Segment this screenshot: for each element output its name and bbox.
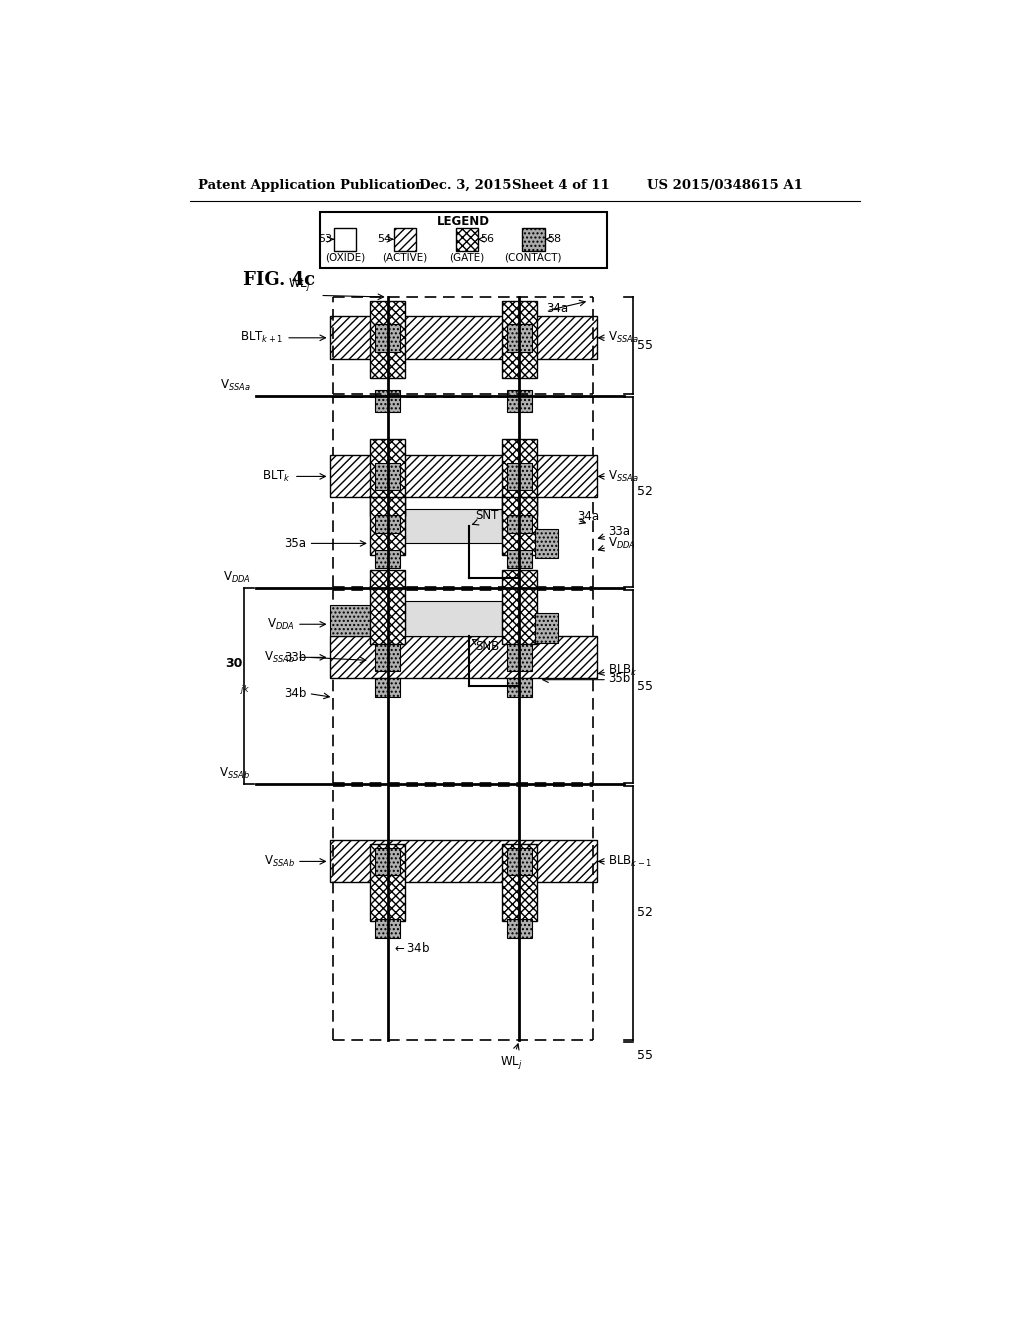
Bar	[375, 847, 400, 875]
Bar	[330, 605, 380, 636]
Bar	[507, 549, 531, 568]
Text: 34a: 34a	[547, 302, 568, 315]
Bar	[394, 228, 416, 251]
Text: $_{jk}$: $_{jk}$	[240, 682, 250, 697]
Text: 34a: 34a	[578, 510, 600, 523]
Text: FIG. 4c: FIG. 4c	[243, 271, 314, 289]
Text: 55: 55	[637, 1049, 653, 1063]
Bar	[406, 601, 502, 636]
Text: BLT$_{k+1}$: BLT$_{k+1}$	[240, 330, 283, 346]
Bar	[375, 515, 400, 533]
Bar	[375, 644, 400, 671]
Bar	[507, 391, 531, 412]
Text: 33b: 33b	[284, 651, 306, 664]
Text: V$_{SSAa}$: V$_{SSAa}$	[608, 330, 639, 346]
Text: (GATE): (GATE)	[450, 252, 484, 263]
Bar	[456, 228, 477, 251]
Text: SNB: SNB	[475, 640, 500, 652]
Bar	[507, 323, 531, 351]
Text: 35b: 35b	[608, 672, 631, 685]
Bar	[375, 678, 400, 697]
Text: SNT: SNT	[475, 508, 499, 521]
Text: Sheet 4 of 11: Sheet 4 of 11	[512, 178, 609, 191]
Bar	[370, 498, 406, 554]
Bar	[375, 391, 400, 412]
Text: 55: 55	[637, 339, 653, 352]
Bar	[507, 847, 531, 875]
Bar	[502, 843, 538, 921]
Text: V$_{SSAa}$: V$_{SSAa}$	[608, 469, 639, 484]
Text: (OXIDE): (OXIDE)	[325, 252, 366, 263]
Bar	[521, 228, 545, 251]
Bar	[406, 508, 502, 544]
Bar	[370, 440, 406, 516]
Text: V$_{DDA}$: V$_{DDA}$	[222, 570, 251, 585]
Text: BLB$_{k-1}$: BLB$_{k-1}$	[608, 854, 652, 869]
Bar	[507, 678, 531, 697]
Text: (ACTIVE): (ACTIVE)	[382, 252, 427, 263]
Bar	[375, 919, 400, 937]
Text: WL$_j$: WL$_j$	[288, 276, 310, 293]
Bar	[375, 323, 400, 351]
Text: 30: 30	[225, 656, 243, 669]
Text: V$_{SSAb}$: V$_{SSAb}$	[219, 766, 251, 781]
Bar	[370, 301, 406, 378]
Text: V$_{DDA}$: V$_{DDA}$	[608, 536, 636, 550]
Text: 56: 56	[480, 234, 494, 244]
Text: 35a: 35a	[285, 537, 306, 550]
Bar	[334, 228, 356, 251]
Bar	[502, 498, 538, 554]
Text: 52: 52	[637, 486, 653, 499]
Bar	[502, 570, 538, 644]
Bar	[330, 840, 597, 882]
Text: BLB$_k$: BLB$_k$	[608, 663, 638, 678]
Bar	[535, 614, 558, 643]
Text: 52: 52	[637, 907, 653, 920]
Text: 54: 54	[378, 234, 391, 244]
Bar	[502, 301, 538, 378]
Bar	[370, 570, 406, 644]
Text: V$_{SSAa}$: V$_{SSAa}$	[220, 378, 251, 393]
Text: Patent Application Publication: Patent Application Publication	[198, 178, 425, 191]
Text: (CONTACT): (CONTACT)	[505, 252, 562, 263]
Text: 58: 58	[547, 234, 561, 244]
Bar	[375, 549, 400, 568]
Bar	[507, 515, 531, 533]
Text: 55: 55	[637, 680, 653, 693]
Bar	[507, 644, 531, 671]
Text: V$_{SSAb}$: V$_{SSAb}$	[263, 649, 295, 665]
Text: LEGEND: LEGEND	[437, 215, 490, 228]
Text: V$_{DDA}$: V$_{DDA}$	[266, 616, 295, 632]
Bar	[375, 462, 400, 490]
Bar	[370, 843, 406, 921]
Bar	[535, 529, 558, 558]
Text: V$_{SSAb}$: V$_{SSAb}$	[263, 854, 295, 869]
Bar	[507, 462, 531, 490]
Bar	[321, 213, 607, 268]
Text: BLT$_k$: BLT$_k$	[262, 469, 291, 484]
Text: 33a: 33a	[608, 525, 631, 539]
Text: 34b: 34b	[284, 686, 306, 700]
Text: WL$_j$: WL$_j$	[501, 1053, 523, 1071]
Bar	[330, 636, 597, 678]
Text: Dec. 3, 2015: Dec. 3, 2015	[419, 178, 511, 191]
Text: 53: 53	[317, 234, 332, 244]
Bar	[502, 440, 538, 516]
Text: US 2015/0348615 A1: US 2015/0348615 A1	[647, 178, 803, 191]
Bar	[330, 455, 597, 498]
Bar	[507, 919, 531, 937]
Text: $\leftarrow$34b: $\leftarrow$34b	[391, 941, 430, 954]
Bar	[330, 317, 597, 359]
